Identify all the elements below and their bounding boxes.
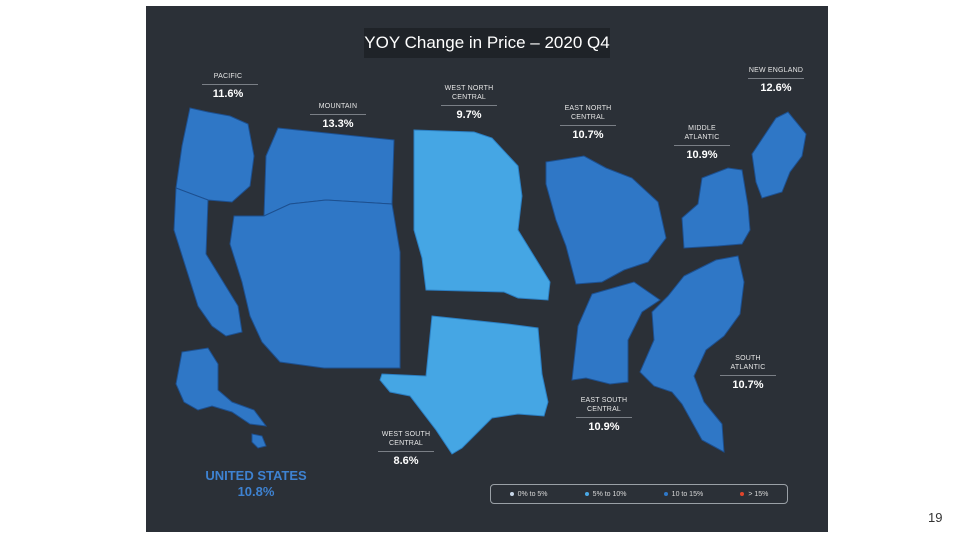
region-value: 10.7% [572,129,604,141]
legend-label: 0% to 5% [517,490,548,498]
region-west-north-central [413,129,551,301]
region-east-south-central [571,281,661,385]
region-value: 13.3% [322,118,354,130]
legend-label: 5% to 10% [592,490,627,498]
label-south-atlantic: SOUTH ATLANTIC 10.7% [720,354,776,391]
legend-swatch [509,492,514,496]
legend-label: 10 to 15% [671,490,704,498]
region-mountain [229,127,401,369]
label-west-south-central: WEST SOUTH CENTRAL 8.6% [376,430,436,467]
region-alaska [175,347,268,449]
national-value: 10.8% [237,484,275,499]
label-middle-atlantic: MIDDLE ATLANTIC 10.9% [674,124,730,161]
region-south-atlantic [639,255,745,453]
map-slide: YOY Change in Price – 2020 Q4 PACIFIC 11… [146,6,828,532]
region-value: 8.6% [393,455,419,467]
national-name: UNITED STATES [205,468,307,483]
region-name: WEST SOUTH CENTRAL [381,431,431,447]
region-name: EAST NORTH CENTRAL [564,105,612,121]
region-name: SOUTH ATLANTIC [730,355,766,371]
label-pacific: PACIFIC 11.6% [202,72,258,100]
region-new-england [751,111,807,199]
page-number: 19 [928,510,943,525]
label-west-north-central: WEST NORTH CENTRAL 9.7% [440,84,498,121]
label-east-north-central: EAST NORTH CENTRAL 10.7% [558,104,618,141]
region-west-south-central [379,315,549,455]
region-value: 12.6% [760,82,792,94]
region-name: PACIFIC [213,73,243,80]
region-name: WEST NORTH CENTRAL [444,85,494,101]
legend-item: 10 to 15% [663,490,704,498]
legend-item: 0% to 5% [509,490,548,498]
legend-swatch [740,492,745,496]
legend: 0% to 5% 5% to 10% 10 to 15% > 15% [490,484,788,504]
region-east-north-central [545,155,667,285]
region-value: 10.7% [732,379,764,391]
us-region-map [173,107,807,455]
label-east-south-central: EAST SOUTH CENTRAL 10.9% [574,396,634,433]
region-name: MIDDLE ATLANTIC [684,125,720,141]
region-value: 10.9% [588,421,620,433]
region-name: MOUNTAIN [318,103,358,110]
label-mountain: MOUNTAIN 13.3% [308,102,368,130]
legend-item: 5% to 10% [584,490,627,498]
map-title: YOY Change in Price – 2020 Q4 [364,28,610,58]
region-name: NEW ENGLAND [748,67,804,74]
region-value: 11.6% [212,88,244,100]
national-summary: UNITED STATES 10.8% [194,468,318,500]
legend-swatch [584,492,589,496]
region-name: EAST SOUTH CENTRAL [580,397,628,413]
region-middle-atlantic [681,167,751,249]
region-pacific [173,107,255,337]
region-value: 9.7% [456,109,482,121]
legend-label: > 15% [748,490,769,498]
label-new-england: NEW ENGLAND 12.6% [746,66,806,94]
region-value: 10.9% [686,149,718,161]
legend-swatch [663,492,668,496]
legend-item: > 15% [740,491,768,498]
